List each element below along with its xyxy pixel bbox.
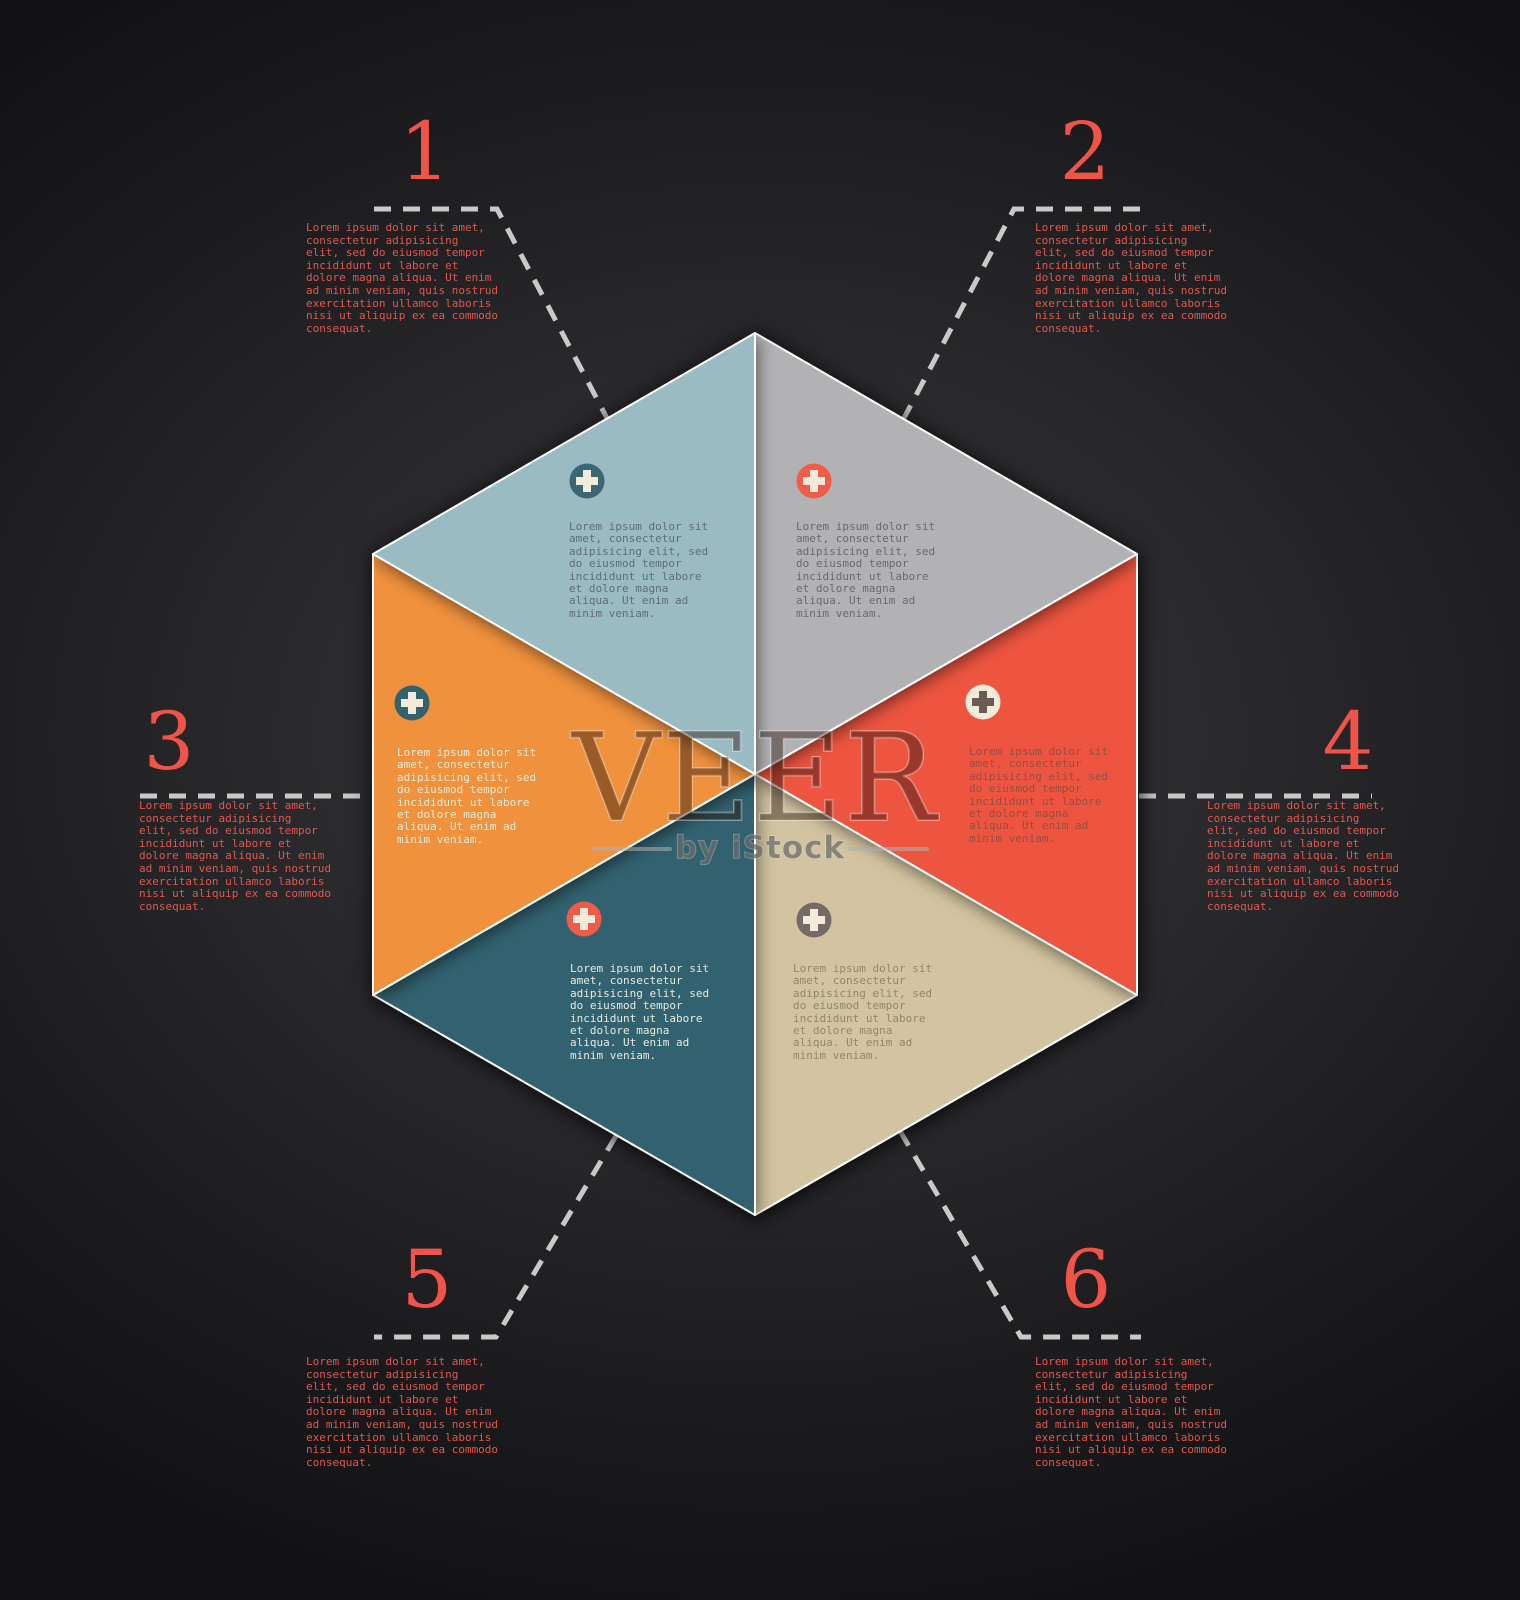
step-2-number: 2 — [1059, 105, 1111, 198]
step-4-number: 4 — [1322, 695, 1374, 788]
step-3-note: Lorem ipsum dolor sit amet, consectetur … — [139, 799, 332, 913]
panel-left-text: Lorem ipsum dolor sit amet, consectetur … — [397, 746, 537, 846]
plus-icon-left — [394, 685, 430, 721]
step-1-note: Lorem ipsum dolor sit amet, consectetur … — [306, 221, 499, 335]
plus-glyph — [803, 470, 825, 492]
plus-glyph — [401, 692, 423, 714]
step-6-number: 6 — [1060, 1233, 1112, 1326]
step-1-number: 1 — [399, 105, 451, 198]
watermark: VEER by iStock — [569, 706, 939, 867]
plus-glyph — [576, 470, 598, 492]
panel-bottom-right-text: Lorem ipsum dolor sit amet, consectetur … — [793, 962, 933, 1062]
connector-line-1 — [374, 206, 611, 422]
watermark-byline-text: by iStock — [675, 830, 846, 866]
plus-icon-bottom-right — [796, 902, 832, 938]
step-5-note: Lorem ipsum dolor sit amet, consectetur … — [306, 1355, 499, 1469]
connector-lines — [140, 206, 1372, 1340]
connector-line-5 — [374, 1134, 619, 1340]
watermark-brand-text: VEER — [570, 707, 939, 849]
step-3-number: 3 — [143, 695, 195, 788]
step-4-note: Lorem ipsum dolor sit amet, consectetur … — [1207, 799, 1400, 913]
plus-icon-bottom-left — [566, 901, 602, 937]
step-2-note: Lorem ipsum dolor sit amet, consectetur … — [1035, 221, 1228, 335]
segment-icons — [394, 463, 1001, 938]
connector-line-2 — [900, 206, 1140, 422]
step-5-number: 5 — [401, 1233, 453, 1326]
panel-right-text: Lorem ipsum dolor sit amet, consectetur … — [969, 745, 1109, 845]
plus-icon-right — [965, 684, 1001, 720]
panel-top-left-text: Lorem ipsum dolor sit amet, consectetur … — [569, 520, 709, 620]
connector-line-6 — [897, 1129, 1141, 1340]
plus-icon-top-left — [569, 463, 605, 499]
hexagon-segments — [372, 332, 1138, 1216]
plus-glyph — [803, 909, 825, 931]
step-6-note: Lorem ipsum dolor sit amet, consectetur … — [1035, 1355, 1228, 1469]
plus-glyph — [573, 908, 595, 930]
plus-icon-top-right — [796, 463, 832, 499]
panel-top-right-text: Lorem ipsum dolor sit amet, consectetur … — [796, 520, 936, 620]
triangle-top-left — [372, 332, 756, 775]
panel-bottom-left-text: Lorem ipsum dolor sit amet, consectetur … — [570, 962, 710, 1062]
plus-glyph — [972, 691, 994, 713]
